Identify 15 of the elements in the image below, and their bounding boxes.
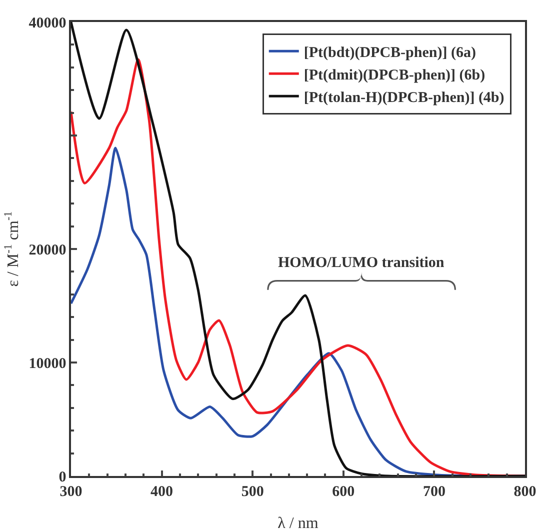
x-tick-label: 800 [514, 484, 536, 500]
y-tick-label: 0 [58, 469, 66, 486]
legend-label: [Pt(bdt)(DPCB-phen)] (6a) [304, 44, 476, 61]
x-tick-label: 400 [150, 484, 174, 500]
y-tick-label: 40000 [28, 15, 66, 32]
x-tick-label: 300 [60, 484, 82, 500]
x-tick-label: 500 [241, 484, 264, 500]
y-tick-label: 20000 [28, 242, 66, 258]
legend-label: [Pt(dmit)(DPCB-phen)] (6b) [304, 67, 486, 84]
annotation: HOMO/LUMO transition [278, 255, 445, 271]
legend-label: [Pt(tolan-H)(DPCB-phen)] (4b) [304, 90, 504, 106]
x-tick-label: 700 [422, 484, 446, 500]
y-tick-label: 10000 [28, 356, 66, 372]
x-axis-title: λ / nm [278, 515, 319, 532]
x-tick-label: 600 [332, 484, 355, 500]
